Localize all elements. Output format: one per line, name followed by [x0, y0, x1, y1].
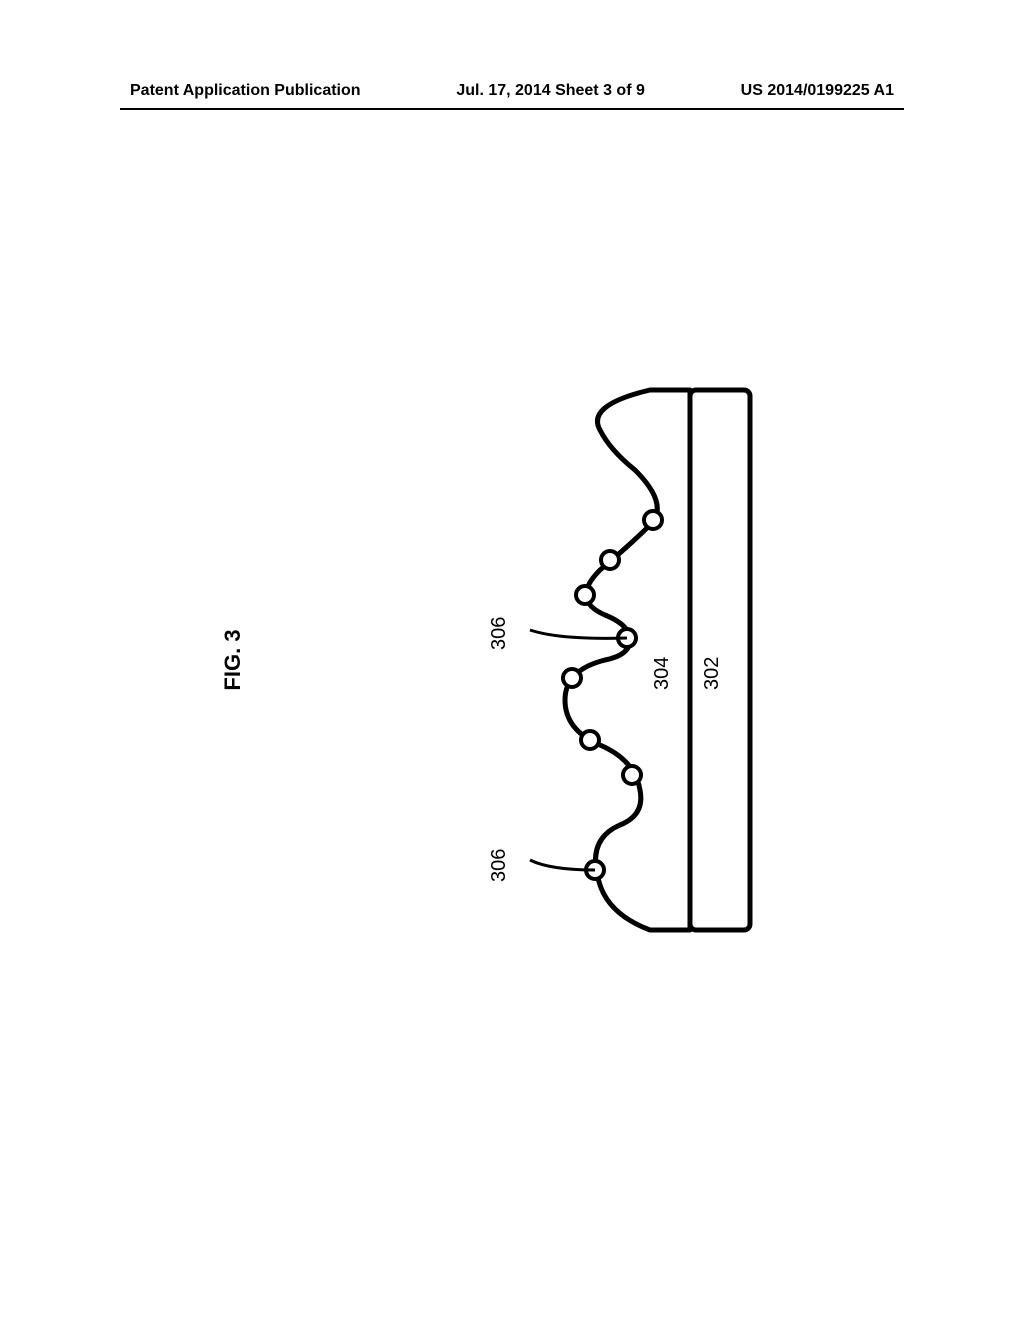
particle-label-left: 306	[488, 849, 510, 882]
page-header: Patent Application Publication Jul. 17, …	[0, 82, 1024, 100]
leader-line	[530, 630, 627, 638]
header-rule	[120, 108, 904, 110]
particle	[563, 669, 581, 687]
particle	[581, 731, 599, 749]
particle	[623, 766, 641, 784]
header-right: US 2014/0199225 A1	[741, 82, 894, 100]
particle	[576, 586, 594, 604]
figure-title: FIG. 3	[220, 629, 246, 690]
figure-diagram: 304 302 306 306	[300, 380, 790, 940]
particle	[644, 511, 662, 529]
figure-3: FIG. 3 304 302 306 306	[230, 380, 790, 940]
particle-label-right: 306	[488, 617, 510, 650]
header-center: Jul. 17, 2014 Sheet 3 of 9	[456, 82, 645, 100]
substrate-label: 302	[701, 657, 723, 690]
particle	[601, 551, 619, 569]
header-left: Patent Application Publication	[130, 82, 361, 100]
layer-label: 304	[651, 657, 673, 690]
